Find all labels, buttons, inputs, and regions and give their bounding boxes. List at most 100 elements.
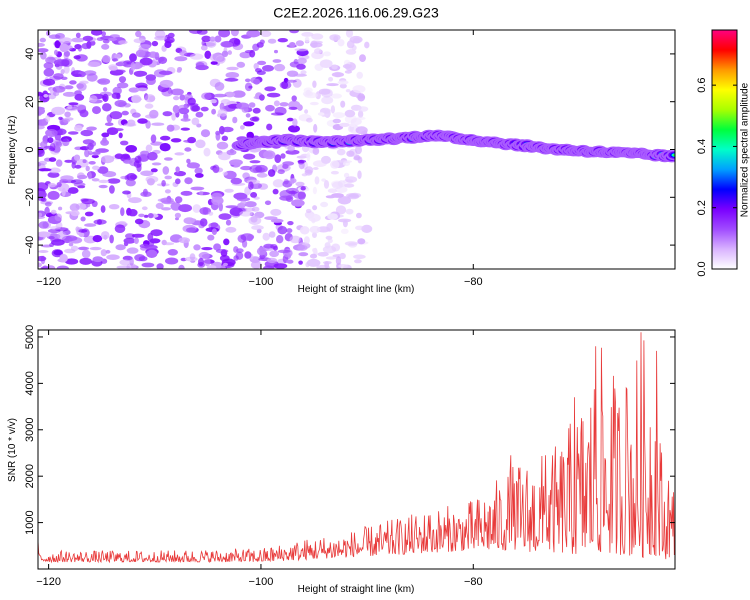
noise-blob (126, 247, 139, 254)
noise-blob (312, 186, 317, 195)
noise-blob (133, 70, 148, 77)
noise-blob (107, 178, 121, 184)
noise-blob (306, 117, 313, 123)
snr-plot-area (38, 330, 675, 569)
snr-x-tick-label: −80 (464, 576, 483, 588)
noise-blob (38, 250, 49, 253)
noise-blob (112, 128, 124, 132)
snr-x-ticks: −120 −100 −80 (36, 330, 483, 588)
noise-blob (250, 216, 258, 223)
noise-blob (85, 165, 90, 172)
noise-blob (75, 226, 80, 232)
noise-blob (199, 207, 211, 215)
noise-blob (61, 187, 66, 197)
noise-blob (357, 156, 363, 164)
noise-blob (151, 122, 165, 126)
noise-blob (162, 166, 170, 175)
noise-blob (349, 123, 356, 127)
snr-y-ticks: 1000 2000 3000 4000 5000 (24, 325, 675, 535)
noise-blob (344, 109, 356, 118)
noise-blob (131, 233, 145, 238)
noise-blob (311, 33, 324, 40)
noise-blob (144, 94, 156, 103)
noise-blob (267, 38, 277, 44)
noise-blob (236, 197, 251, 202)
noise-blob (129, 257, 134, 266)
noise-blob (47, 171, 60, 178)
noise-blob (300, 186, 306, 191)
noise-blob (49, 226, 61, 230)
noise-blob (295, 181, 305, 187)
noise-blob (309, 225, 321, 234)
noise-blob (264, 200, 272, 206)
noise-blob (62, 118, 70, 123)
noise-blob (86, 126, 97, 131)
noise-blob (237, 234, 247, 243)
noise-blob (88, 150, 93, 156)
noise-blob (53, 249, 63, 256)
noise-blob (240, 200, 247, 205)
noise-blob (285, 187, 300, 194)
noise-blob (38, 231, 51, 238)
noise-blob (300, 70, 307, 75)
noise-blob (206, 39, 217, 48)
noise-blob (295, 40, 304, 47)
noise-blob (56, 265, 69, 269)
noise-blob (339, 122, 350, 127)
noise-blob (128, 87, 140, 93)
noise-blob (51, 239, 65, 246)
noise-blob (43, 68, 55, 77)
noise-blob (200, 106, 209, 112)
noise-blob (82, 35, 94, 42)
noise-blob (74, 44, 82, 50)
noise-blob (309, 253, 318, 259)
noise-blob (54, 49, 58, 56)
noise-blob (248, 102, 256, 108)
noise-blob (294, 48, 308, 52)
noise-blob (209, 53, 223, 62)
noise-blob (54, 59, 68, 67)
snr-y-tick-label: 4000 (24, 371, 36, 395)
noise-blob (97, 78, 111, 85)
noise-blob (63, 50, 71, 57)
noise-blob (141, 262, 155, 268)
noise-blob (80, 129, 94, 137)
noise-blob (125, 145, 137, 153)
noise-blob (265, 104, 275, 112)
noise-blob (38, 160, 47, 166)
noise-blob (174, 170, 186, 177)
spectrogram-y-tick-label: −40 (24, 236, 36, 255)
noise-blob (81, 249, 91, 259)
noise-blob (289, 42, 296, 48)
noise-blob (42, 78, 56, 86)
noise-blob (249, 160, 261, 164)
noise-blob (273, 263, 288, 269)
noise-blob (180, 118, 191, 122)
noise-blob (218, 152, 231, 161)
noise-blob (296, 63, 306, 70)
noise-blob (38, 262, 42, 268)
noise-blob (337, 196, 352, 205)
noise-blob (102, 39, 110, 44)
noise-blob (47, 137, 54, 144)
noise-blob (345, 176, 358, 183)
noise-blob (79, 80, 89, 85)
noise-blob (286, 228, 293, 234)
noise-blob (140, 170, 154, 177)
noise-blob (155, 202, 164, 209)
noise-blob (40, 51, 47, 60)
noise-blob (136, 87, 148, 92)
noise-blob (47, 183, 57, 188)
noise-blob (82, 159, 87, 164)
noise-blob (114, 53, 122, 59)
noise-blob (159, 143, 171, 152)
noise-blob (134, 155, 142, 164)
noise-blob (224, 77, 239, 82)
noise-blob (339, 252, 346, 260)
snr-x-tick-label: −120 (36, 576, 61, 588)
noise-blob (114, 153, 124, 159)
noise-blob (285, 149, 300, 155)
noise-blob (113, 40, 119, 45)
noise-blob (115, 244, 126, 251)
